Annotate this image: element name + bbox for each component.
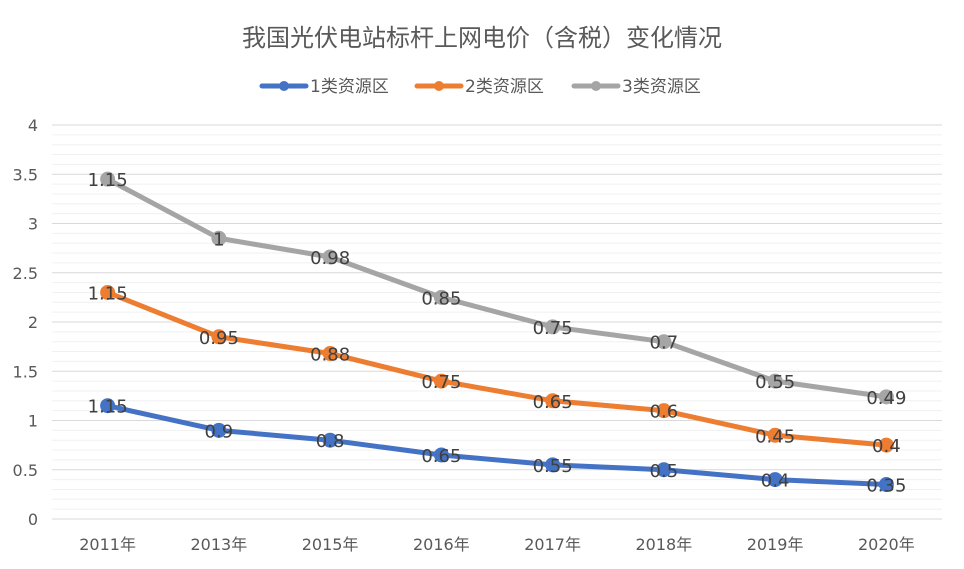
data-label: 0.75	[533, 318, 573, 339]
data-label: 0.35	[866, 476, 906, 497]
data-point	[545, 393, 561, 409]
y-tick-label: 2.5	[13, 264, 38, 283]
legend-label: 1类资源区	[310, 77, 389, 97]
series-3	[100, 171, 894, 405]
legend-label: 3类资源区	[622, 77, 701, 97]
data-point	[100, 171, 116, 187]
data-point	[878, 389, 894, 405]
data-label: 1.15	[88, 170, 128, 191]
gridlines	[52, 124, 942, 520]
data-label: 1.15	[88, 397, 128, 418]
series-2	[100, 284, 894, 453]
x-tick-label: 2018年	[636, 535, 693, 554]
legend-marker	[434, 81, 444, 91]
data-point	[433, 289, 449, 305]
data-point	[322, 346, 338, 362]
data-point	[322, 432, 338, 448]
data-label: 0.95	[199, 328, 239, 349]
data-point	[878, 437, 894, 453]
data-point	[211, 422, 227, 438]
data-point	[545, 457, 561, 473]
x-tick-label: 2017年	[524, 535, 581, 554]
series-1	[100, 398, 894, 493]
data-point	[767, 373, 783, 389]
data-point	[656, 462, 672, 478]
chart-title: 我国光伏电站标杆上网电价（含税）变化情况	[242, 24, 722, 52]
data-point	[211, 230, 227, 246]
data-point	[433, 447, 449, 463]
x-tick-label: 2011年	[79, 535, 136, 554]
series-layer	[100, 171, 894, 493]
data-point	[767, 472, 783, 488]
data-label: 0.98	[310, 248, 350, 269]
data-label: 0.9	[205, 421, 234, 442]
y-tick-label: 0	[28, 510, 38, 529]
y-tick-label: 3	[28, 215, 38, 234]
data-label: 0.4	[761, 471, 790, 492]
data-label: 1	[213, 229, 224, 250]
y-tick-label: 2	[28, 313, 38, 332]
data-label: 0.7	[650, 333, 679, 354]
data-label: 1.15	[88, 283, 128, 304]
legend-label: 2类资源区	[465, 77, 544, 97]
data-label: 0.55	[533, 456, 573, 477]
data-point	[322, 249, 338, 265]
data-label: 0.55	[755, 372, 795, 393]
y-tick-label: 0.5	[13, 461, 38, 480]
y-axis: 0 0.5 1 1.5 2 2.5 3 3.5 4	[13, 116, 38, 529]
data-point	[656, 403, 672, 419]
data-label: 0.65	[421, 446, 461, 467]
legend-item: 2类资源区	[414, 77, 544, 97]
x-axis: 2011年 2013年 2015年 2016年 2017年 2018年 2019年 2020年	[79, 535, 914, 554]
data-point	[767, 427, 783, 443]
data-label: 0.4	[872, 436, 901, 457]
y-tick-label: 3.5	[13, 165, 38, 184]
data-point	[433, 373, 449, 389]
data-point	[545, 319, 561, 335]
data-label: 0.45	[755, 426, 795, 447]
data-label: 0.8	[316, 431, 345, 452]
data-point	[878, 477, 894, 493]
data-labels: 1.15 0.9 0.8 0.65 0.55 0.5 0.4 0.35 1.15 0.95 0.88…	[88, 170, 907, 496]
data-point	[100, 398, 116, 414]
data-point	[100, 284, 116, 300]
data-label: 0.5	[650, 461, 679, 482]
y-tick-label: 1	[28, 412, 38, 431]
series-line	[105, 403, 889, 488]
data-label: 0.75	[421, 372, 461, 393]
data-label: 0.85	[421, 288, 461, 309]
series-line	[105, 289, 889, 448]
x-tick-label: 2015年	[302, 535, 359, 554]
legend: 1类资源区 2类资源区 3类资源区	[259, 77, 701, 97]
data-label: 0.6	[650, 402, 679, 423]
legend-marker	[279, 81, 289, 91]
x-tick-label: 2020年	[858, 535, 915, 554]
data-label: 0.49	[866, 388, 906, 409]
legend-item: 3类资源区	[571, 77, 701, 97]
y-tick-label: 4	[28, 116, 38, 135]
x-tick-label: 2019年	[747, 535, 804, 554]
data-point	[656, 334, 672, 350]
data-label: 0.65	[533, 392, 573, 413]
series-line	[105, 176, 889, 400]
x-tick-label: 2013年	[191, 535, 248, 554]
data-label: 0.88	[310, 345, 350, 366]
legend-item: 1类资源区	[259, 77, 389, 97]
x-tick-label: 2016年	[413, 535, 470, 554]
legend-marker	[591, 81, 601, 91]
y-tick-label: 1.5	[13, 362, 38, 381]
data-point	[211, 329, 227, 345]
